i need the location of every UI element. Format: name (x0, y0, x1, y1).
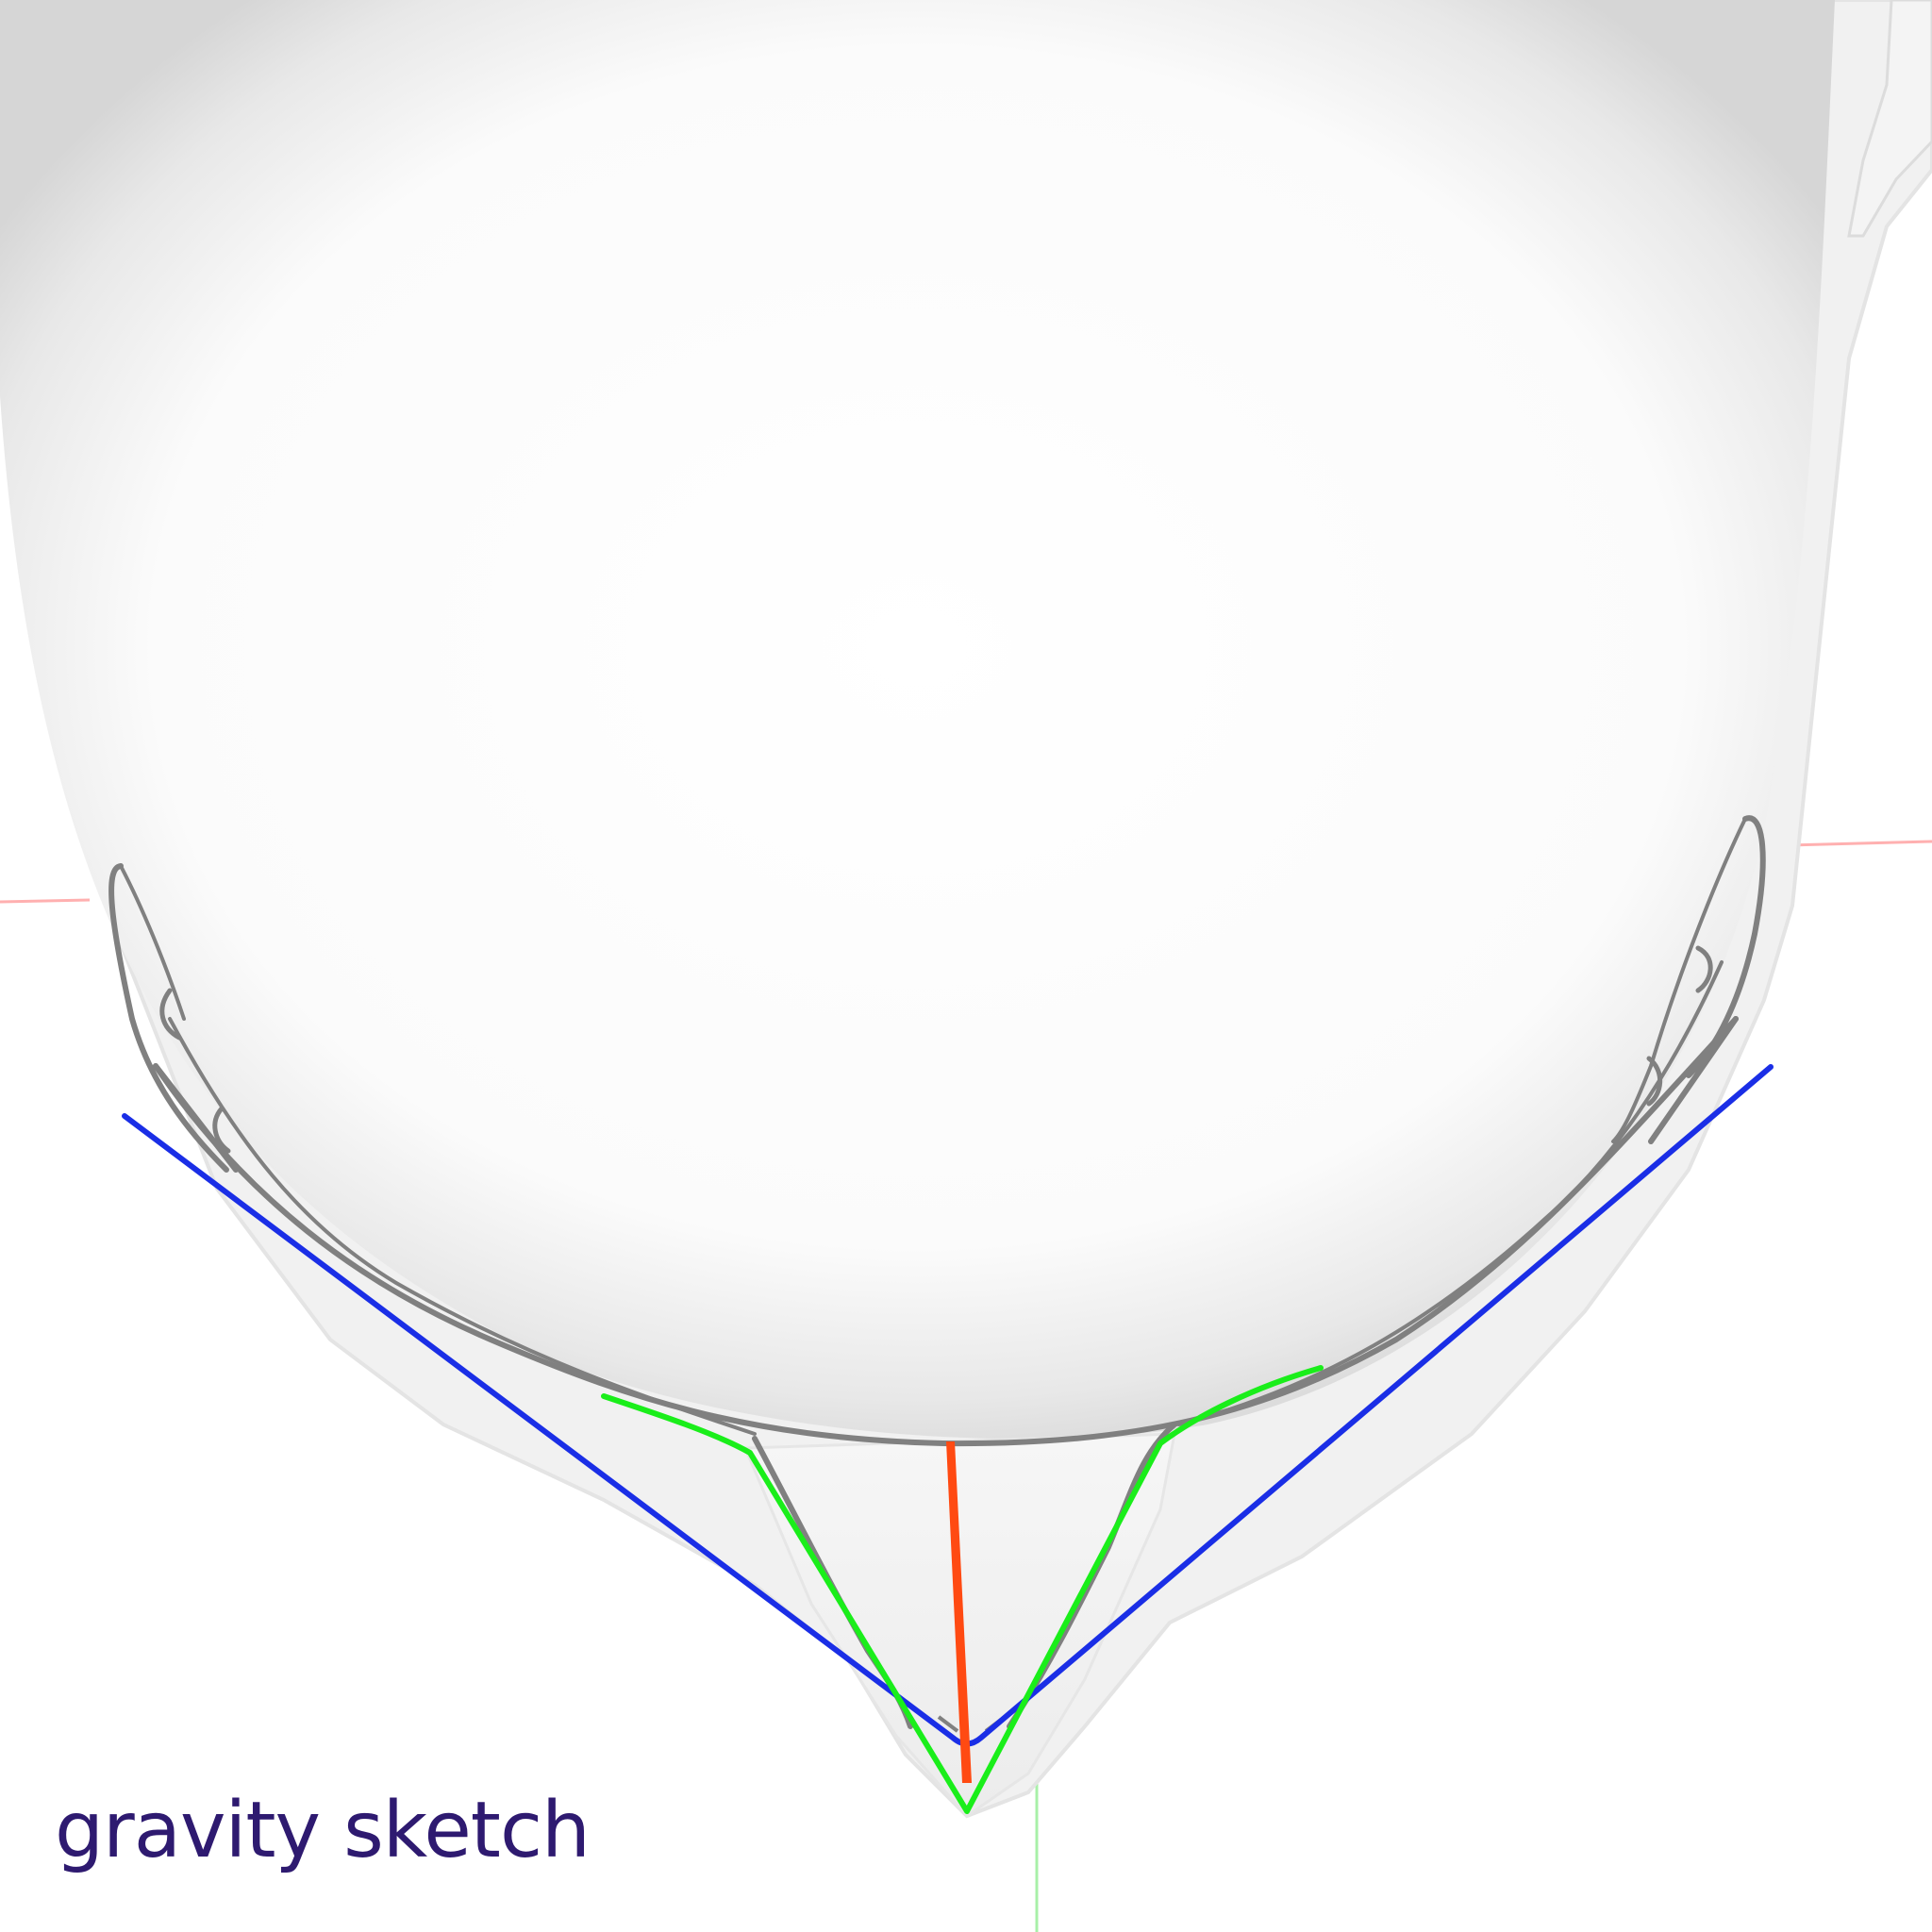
grey-inner-contour-curve-right[interactable] (1177, 960, 1724, 1426)
grey-left-ear-line (119, 864, 186, 1021)
grey-inner-contour-curve[interactable] (168, 1017, 757, 1436)
axis-x-left (0, 898, 91, 904)
green-keel-curve[interactable] (601, 1365, 1324, 1814)
grey-left-ear-hook-1 (159, 988, 182, 1041)
gravity-sketch-watermark: gravity sketch (55, 1786, 591, 1875)
grey-left-ear-loop[interactable] (108, 863, 229, 1173)
grey-left-ear-hook-2 (212, 1106, 231, 1154)
grey-right-ear-loop[interactable] (1686, 815, 1766, 1078)
grey-keel-tip-left (937, 1715, 959, 1733)
grey-right-ear-line (1611, 817, 1747, 1143)
grey-left-ear-stem (153, 1063, 239, 1173)
grey-right-ear-stem (1648, 1016, 1739, 1144)
axis-x-right (1787, 840, 1932, 847)
grey-right-ear-hook-1 (1695, 945, 1713, 993)
main-body-surface[interactable] (0, 0, 1835, 1440)
red-center-spine[interactable] (946, 1441, 972, 1783)
upper-right-fin (1847, 0, 1932, 238)
grey-body-outline-curve[interactable] (153, 1016, 1739, 1447)
grey-right-ear-hook-2 (1646, 1056, 1663, 1107)
